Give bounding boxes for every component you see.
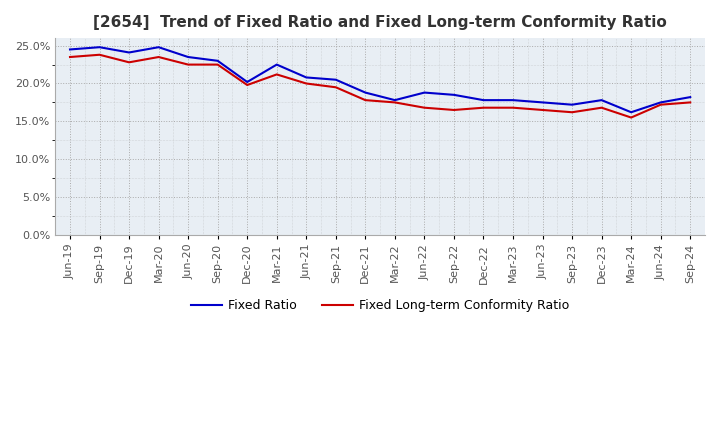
Fixed Long-term Conformity Ratio: [449, 107, 458, 113]
Fixed Ratio: [154, 44, 163, 50]
Fixed Ratio: [95, 44, 104, 50]
Fixed Ratio: [657, 100, 665, 105]
Fixed Long-term Conformity Ratio: [243, 82, 251, 88]
Fixed Long-term Conformity Ratio: [95, 52, 104, 57]
Fixed Ratio: [449, 92, 458, 98]
Fixed Ratio: [361, 90, 369, 95]
Fixed Long-term Conformity Ratio: [272, 72, 281, 77]
Fixed Long-term Conformity Ratio: [598, 105, 606, 110]
Fixed Long-term Conformity Ratio: [125, 60, 133, 65]
Fixed Ratio: [686, 95, 695, 100]
Fixed Ratio: [125, 50, 133, 55]
Fixed Long-term Conformity Ratio: [686, 100, 695, 105]
Fixed Long-term Conformity Ratio: [539, 107, 547, 113]
Fixed Long-term Conformity Ratio: [657, 102, 665, 107]
Fixed Ratio: [480, 98, 488, 103]
Fixed Long-term Conformity Ratio: [154, 55, 163, 60]
Fixed Long-term Conformity Ratio: [361, 98, 369, 103]
Title: [2654]  Trend of Fixed Ratio and Fixed Long-term Conformity Ratio: [2654] Trend of Fixed Ratio and Fixed Lo…: [94, 15, 667, 30]
Fixed Long-term Conformity Ratio: [66, 55, 74, 60]
Fixed Long-term Conformity Ratio: [568, 110, 577, 115]
Fixed Ratio: [66, 47, 74, 52]
Fixed Long-term Conformity Ratio: [420, 105, 428, 110]
Line: Fixed Long-term Conformity Ratio: Fixed Long-term Conformity Ratio: [70, 55, 690, 117]
Fixed Long-term Conformity Ratio: [480, 105, 488, 110]
Fixed Ratio: [509, 98, 518, 103]
Fixed Ratio: [420, 90, 428, 95]
Fixed Ratio: [243, 79, 251, 84]
Fixed Ratio: [568, 102, 577, 107]
Fixed Ratio: [598, 98, 606, 103]
Legend: Fixed Ratio, Fixed Long-term Conformity Ratio: Fixed Ratio, Fixed Long-term Conformity …: [186, 294, 575, 317]
Fixed Ratio: [213, 58, 222, 63]
Fixed Long-term Conformity Ratio: [331, 84, 340, 90]
Fixed Ratio: [627, 110, 636, 115]
Fixed Long-term Conformity Ratio: [627, 115, 636, 120]
Fixed Ratio: [272, 62, 281, 67]
Fixed Long-term Conformity Ratio: [509, 105, 518, 110]
Fixed Ratio: [331, 77, 340, 82]
Fixed Ratio: [184, 55, 192, 60]
Line: Fixed Ratio: Fixed Ratio: [70, 47, 690, 112]
Fixed Ratio: [390, 98, 399, 103]
Fixed Ratio: [539, 100, 547, 105]
Fixed Ratio: [302, 75, 310, 80]
Fixed Long-term Conformity Ratio: [390, 100, 399, 105]
Fixed Long-term Conformity Ratio: [213, 62, 222, 67]
Fixed Long-term Conformity Ratio: [184, 62, 192, 67]
Fixed Long-term Conformity Ratio: [302, 81, 310, 86]
